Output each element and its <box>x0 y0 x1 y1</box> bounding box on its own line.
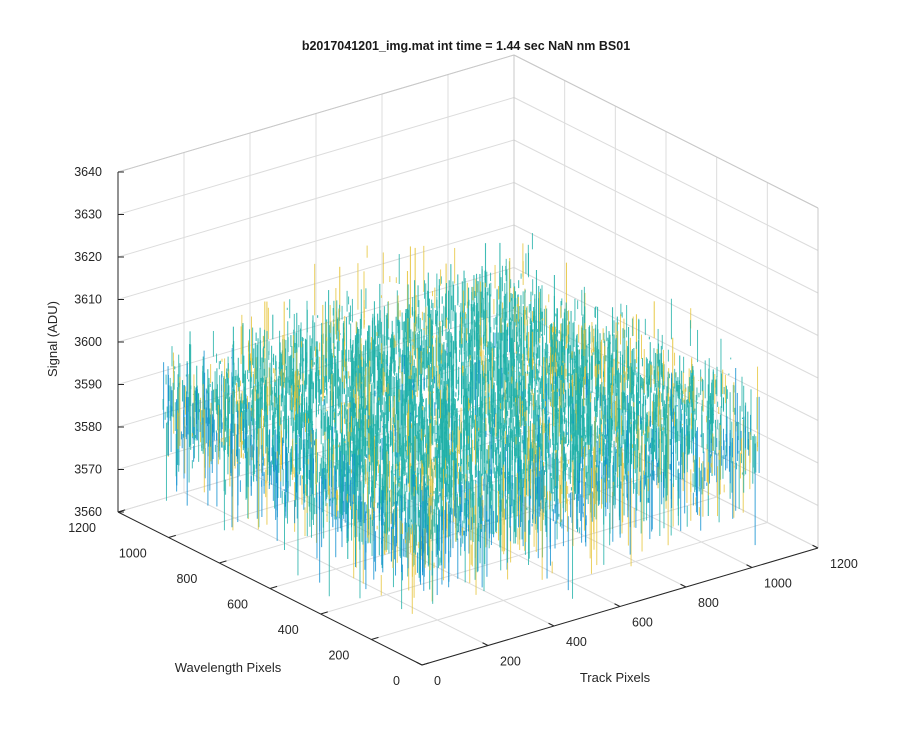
grid-line-z-side-wall <box>513 97 819 251</box>
x-tick-label: 1200 <box>830 557 858 571</box>
axes <box>117 171 819 666</box>
y-tick-mark <box>320 611 328 615</box>
x-tick-label: 600 <box>632 616 653 630</box>
y-tick-label: 0 <box>393 674 400 688</box>
x-tick-mark <box>746 564 753 568</box>
grid-line-z-back-wall <box>117 224 515 343</box>
x-tick-mark <box>482 642 489 646</box>
tick-labels: 0200400600800100012000200400600800100012… <box>68 165 858 688</box>
y-tick-label: 200 <box>328 649 349 663</box>
y-tick-label: 600 <box>227 598 248 612</box>
x-tick-label: 400 <box>566 635 587 649</box>
grid-line-z-back-wall <box>117 139 515 258</box>
y-tick-mark <box>168 534 176 538</box>
y-tick-mark <box>219 560 227 564</box>
y-tick-mark <box>371 636 379 640</box>
box-edge <box>513 54 819 209</box>
y-tick-mark <box>421 662 430 666</box>
x-tick-label: 800 <box>698 596 719 610</box>
x-tick-mark <box>416 661 423 666</box>
y-tick-label: 400 <box>278 623 299 637</box>
y-tick-mark <box>269 585 278 589</box>
x-tick-label: 1000 <box>764 577 792 591</box>
box-edge <box>117 54 515 173</box>
x-tick-mark <box>812 544 819 549</box>
grid-line-z-side-wall <box>513 139 819 294</box>
grid-line-z-back-wall <box>117 97 515 215</box>
x-tick-label: 200 <box>500 655 521 669</box>
x-tick-mark <box>680 583 687 588</box>
surface <box>162 233 760 614</box>
grid-line-z-back-wall <box>117 182 515 300</box>
x-tick-mark <box>548 622 555 627</box>
grid-line-z-side-wall <box>513 267 819 421</box>
x-tick-label: 0 <box>434 674 441 688</box>
grid-line-z-side-wall <box>513 224 819 379</box>
grid-line-y-floor <box>320 496 717 615</box>
grid-line-y-floor <box>269 471 667 589</box>
grid-line-z-back-wall <box>117 267 515 385</box>
grid-line-z-side-wall <box>513 182 819 336</box>
grid-line-y-floor <box>371 522 768 640</box>
x-tick-mark <box>614 603 621 607</box>
